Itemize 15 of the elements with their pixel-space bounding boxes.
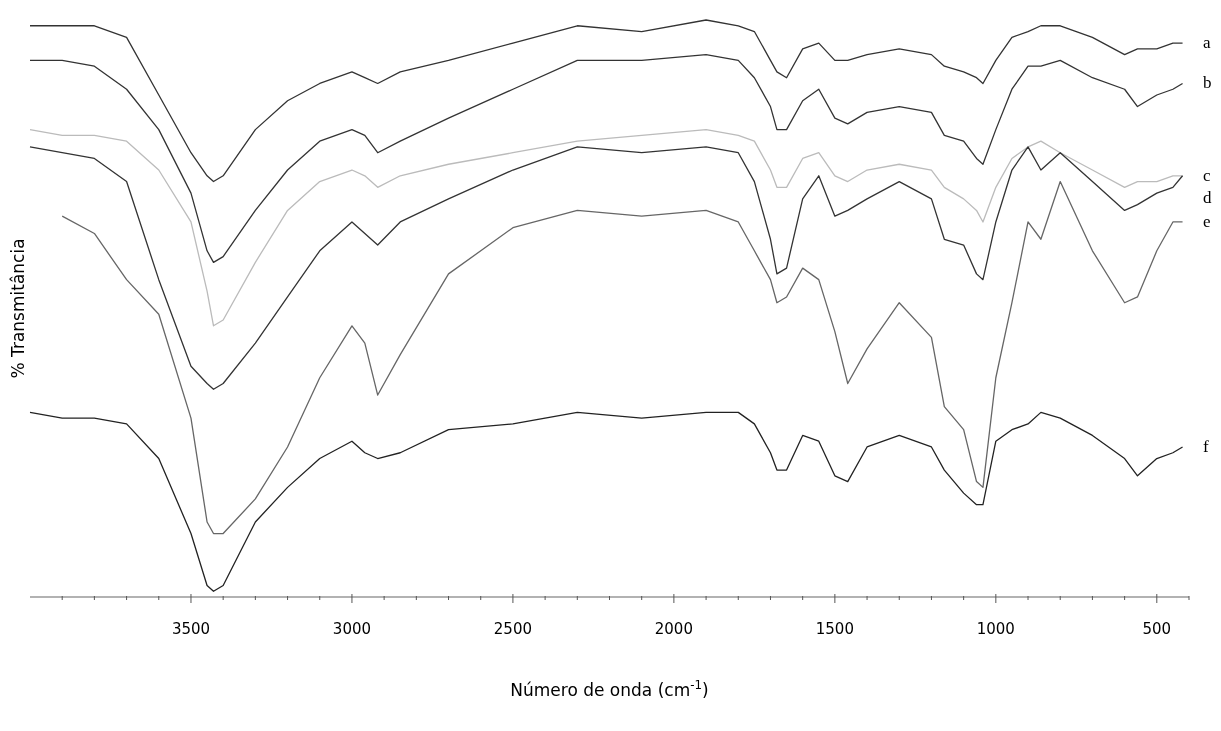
series-label: e xyxy=(1203,211,1211,231)
series-label: b xyxy=(1203,73,1212,93)
y-axis-title: % Transmitância xyxy=(8,238,28,379)
x-tick-label: 3500 xyxy=(171,620,211,638)
x-tick-label: 1000 xyxy=(976,620,1015,638)
x-tick-label: 1500 xyxy=(815,620,854,638)
x-tick-label: 2500 xyxy=(493,620,533,638)
x-tick-label: 2000 xyxy=(654,620,693,638)
series-label: d xyxy=(1203,187,1212,207)
x-tick-label: 500 xyxy=(1142,620,1172,638)
series-label: c xyxy=(1203,165,1211,185)
x-axis-title: Número de onda (cm$^{-1}$) xyxy=(510,678,709,700)
series-label: f xyxy=(1203,436,1209,456)
x-tick-label: 3000 xyxy=(332,620,372,638)
series-label: a xyxy=(1203,33,1211,53)
